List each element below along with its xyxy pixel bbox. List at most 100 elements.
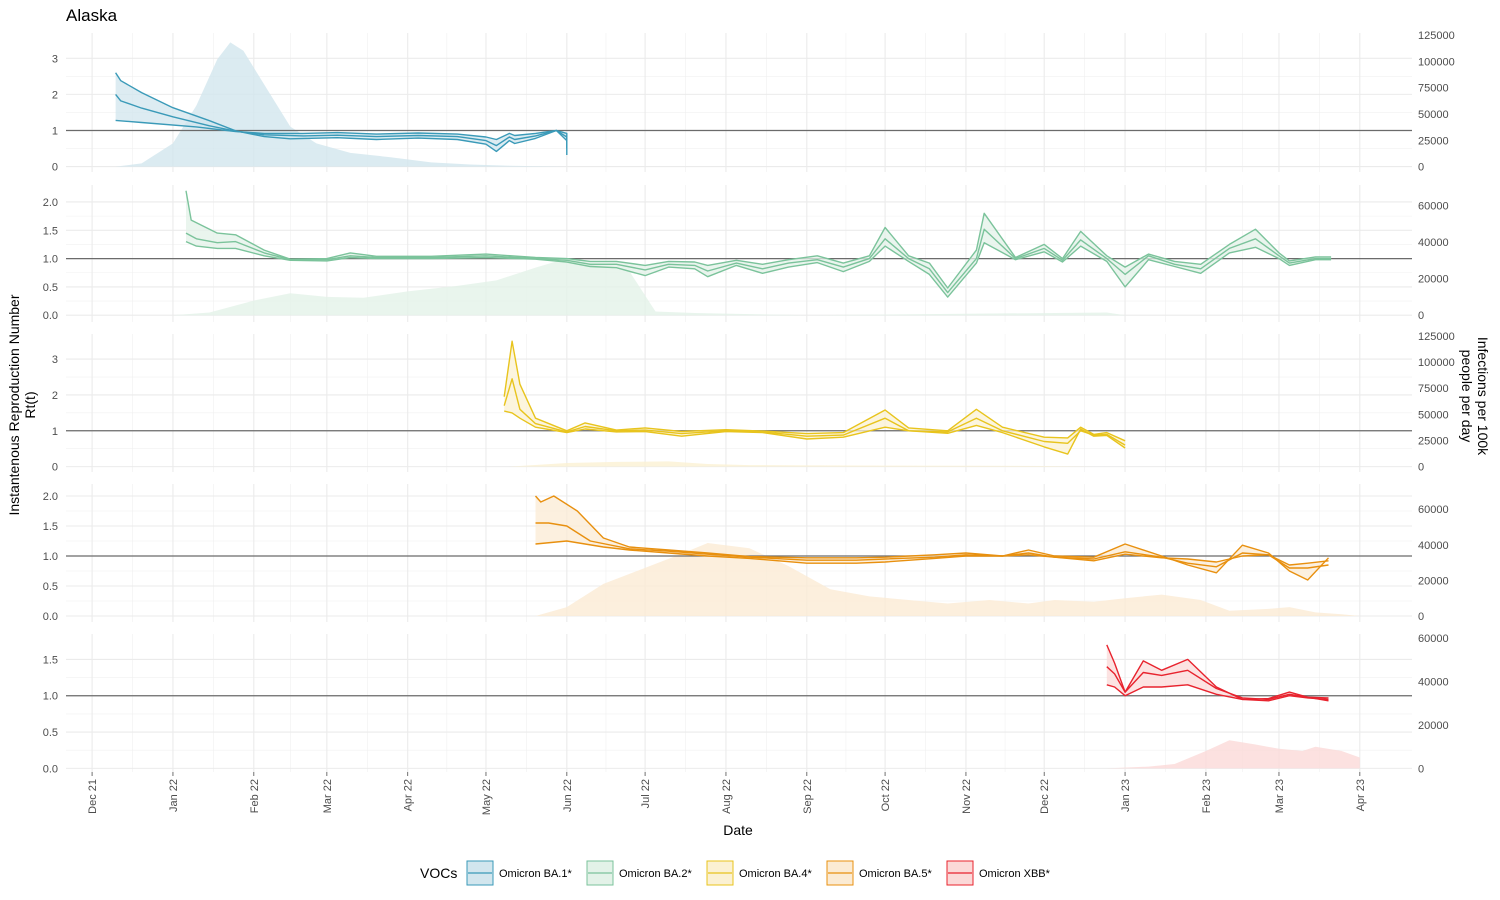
y2-tick-label: 0 (1418, 310, 1424, 322)
legend-label: Omicron BA.4* (739, 868, 812, 880)
y-tick-label: 1.5 (43, 225, 58, 237)
y2-tick-label: 20000 (1418, 274, 1449, 286)
y2-tick-label: 0 (1418, 162, 1424, 174)
x-axis-title: Date (723, 822, 753, 838)
legend-label: Omicron BA.1* (499, 868, 572, 880)
x-tick-label: Jan 23 (1120, 779, 1132, 812)
rt-lower-line (535, 540, 1329, 566)
panel-4: 0.0 0.5 1.0 1.5 2.0 0 20000 40000 60000 (43, 484, 1449, 623)
y-tick-label: 1.0 (43, 551, 58, 563)
y-tick-label: 0.5 (43, 727, 58, 739)
y2-tick-label: 50000 (1418, 409, 1449, 421)
legend-item: Omicron BA.5* (826, 860, 932, 886)
rt-lower-line (185, 240, 1332, 298)
x-tick-label: Nov 22 (961, 779, 973, 814)
y-axis-title-line2: Rt(t) (22, 391, 38, 418)
y2-tick-label: 40000 (1418, 540, 1449, 552)
x-tick-label: Aug 22 (721, 779, 733, 814)
x-tick-label: Dec 21 (87, 779, 99, 814)
panels: 012302500050000750001000001250000.00.51.… (43, 30, 1455, 775)
y-tick-label: 0 (52, 162, 58, 174)
y2-axis-title-line2: people per day (1459, 350, 1475, 443)
y2-tick-label: 25000 (1418, 135, 1449, 147)
rt-upper-line (1106, 644, 1329, 702)
y-tick-label: 1.5 (43, 521, 58, 533)
infections-area (115, 42, 567, 167)
y2-axis-title-line1: Infections per 100k (1475, 337, 1491, 456)
rt-ribbon (504, 341, 1126, 455)
rt-ribbon (1106, 644, 1329, 701)
y-tick-label: 1 (52, 426, 58, 438)
y2-tick-label: 60000 (1418, 504, 1449, 516)
rt-median-line (535, 522, 1329, 569)
chart-title: Alaska (66, 6, 118, 25)
legend-label: Omicron XBB* (979, 868, 1051, 880)
x-tick-label: Mar 22 (322, 779, 334, 813)
y-tick-label: 2.0 (43, 491, 58, 503)
rt-median-line (115, 93, 568, 149)
y-tick-label: 0.0 (43, 611, 58, 623)
panel-3: 0 1 2 3 0 25000 50000 75000 100000 125000 (52, 331, 1455, 474)
y-tick-label: 1.5 (43, 654, 58, 666)
rt-median-line (185, 228, 1332, 294)
y2-tick-label: 75000 (1418, 383, 1449, 395)
y2-tick-label: 125000 (1418, 331, 1455, 343)
x-tick-label: Dec 22 (1039, 779, 1051, 814)
rt-ribbon (186, 190, 1332, 298)
panel-1: 0 1 2 3 0 25000 50000 75000 100000 125000 (52, 30, 1455, 174)
y2-tick-label: 20000 (1418, 720, 1449, 732)
panel-2: 0.0 0.5 1.0 1.5 2.0 0 20000 40000 60000 (43, 185, 1449, 322)
y2-tick-label: 100000 (1418, 56, 1455, 68)
y-tick-label: 2 (52, 390, 58, 402)
rt-median-line (1106, 666, 1329, 701)
rt-lower-line (1106, 684, 1329, 702)
y-tick-label: 3 (52, 354, 58, 366)
rt-upper-line (534, 495, 1330, 581)
legend-label: Omicron BA.2* (619, 868, 692, 880)
x-tick-label: Jul 22 (640, 779, 652, 808)
y2-tick-label: 20000 (1418, 575, 1449, 587)
y-tick-label: 1 (52, 125, 58, 137)
y-tick-label: 0.0 (43, 763, 58, 775)
legend-item: Omicron BA.2* (586, 860, 692, 886)
y-axis-title-line1: Instantenous Reproduction Number (6, 294, 22, 515)
x-tick-label: Jun 22 (562, 779, 574, 812)
y-tick-label: 0 (52, 462, 58, 474)
y-tick-label: 0.5 (43, 282, 58, 294)
x-tick-label: Sep 22 (802, 779, 814, 814)
y-tick-label: 1.0 (43, 691, 58, 703)
legend: VOCs Omicron BA.1* Omicron BA.2* Omicron B… (420, 860, 1051, 886)
infections-area (172, 258, 1126, 316)
y2-tick-label: 50000 (1418, 109, 1449, 121)
y2-tick-label: 0 (1418, 462, 1424, 474)
y2-tick-label: 125000 (1418, 30, 1455, 42)
y2-tick-label: 25000 (1418, 435, 1449, 447)
infections-area (509, 461, 1094, 467)
infections-area (535, 543, 1360, 616)
y2-tick-label: 100000 (1418, 357, 1455, 369)
legend-item: Omicron XBB* (946, 860, 1051, 886)
legend-label: Omicron BA.5* (859, 868, 932, 880)
x-tick-label: May 22 (481, 779, 493, 815)
y-tick-label: 0.0 (43, 310, 58, 322)
rt-upper-line (503, 340, 1126, 442)
panel-5: 0.0 0.5 1.0 1.5 0 20000 40000 60000 (43, 633, 1449, 775)
x-tick-label: Feb 23 (1201, 779, 1213, 813)
x-tick-label: Apr 23 (1355, 779, 1367, 811)
x-tick-label: Oct 22 (880, 779, 892, 811)
x-tick-label: Apr 22 (403, 779, 415, 811)
y2-tick-label: 0 (1418, 763, 1424, 775)
y2-tick-label: 0 (1418, 611, 1424, 623)
y2-tick-label: 60000 (1418, 200, 1449, 212)
y-tick-label: 2 (52, 89, 58, 101)
y2-tick-label: 40000 (1418, 677, 1449, 689)
rt-median-line (503, 378, 1126, 446)
legend-title: VOCs (420, 865, 457, 881)
rt-upper-line (185, 190, 1332, 289)
x-tick-label: Mar 23 (1274, 779, 1286, 813)
y-tick-label: 1.0 (43, 254, 58, 266)
legend-item: Omicron BA.1* (466, 860, 572, 886)
y-tick-label: 2.0 (43, 197, 58, 209)
y-tick-label: 3 (52, 53, 58, 65)
